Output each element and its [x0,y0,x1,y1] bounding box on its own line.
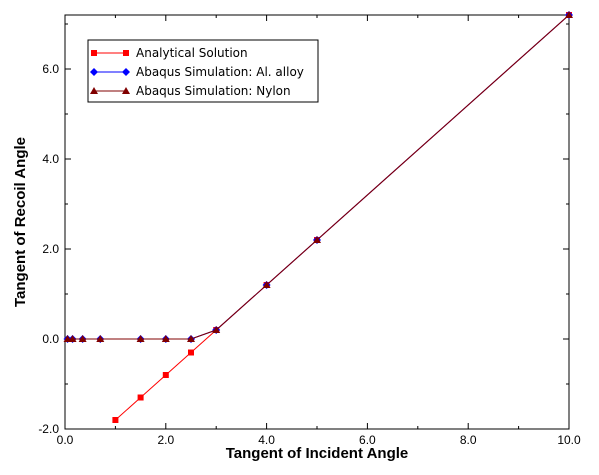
legend-item: Analytical Solution [91,46,248,60]
legend-label: Analytical Solution [136,46,248,60]
y-tick-label: -2.0 [38,422,59,436]
legend-marker [90,68,98,76]
legend-label: Abaqus Simulation: Nylon [136,84,291,98]
legend-item: Abaqus Simulation: Al. alloy [90,65,304,79]
x-tick-label: 6.0 [359,433,376,447]
data-point [161,335,170,342]
data-point [96,335,105,342]
data-point [112,417,119,423]
x-tick-label: 4.0 [258,433,275,447]
ticks: 0.0 2.0 4.0 6.0 8.0 10.0-2.00.02.04.06.0 [38,15,581,447]
data-point [63,335,72,342]
x-tick-label: 0.0 [57,433,74,447]
y-tick-label: 4.0 [42,152,59,166]
data-point [78,335,87,342]
y-tick-label: 0.0 [42,332,59,346]
y-axis-title: Tangent of Recoil Angle [12,137,29,307]
legend-label: Abaqus Simulation: Al. alloy [136,65,304,79]
data-point [187,335,195,342]
legend: Analytical Solution Abaqus Simulation: Al… [87,39,319,103]
series-3 [63,11,573,342]
data-point [212,326,221,333]
legend-marker [91,50,97,56]
y-tick-label: 6.0 [42,62,59,76]
data-point [565,11,573,18]
x-tick-label: 2.0 [157,433,174,447]
data-point [162,372,169,378]
data-point [68,335,77,342]
x-tick-label: 10.0 [557,433,581,447]
x-axis-title: Tangent of Incident Angle [226,445,409,462]
data-point [188,349,194,356]
legend-item: Abaqus Simulation: Nylon [90,84,291,98]
legend-marker [90,87,98,94]
data-point [313,236,321,243]
data-point [137,394,144,401]
legend-marker [122,68,130,76]
legend-marker [123,50,129,56]
series-layer [63,11,573,423]
data-point [262,281,271,288]
legend-marker [122,87,130,94]
y-tick-label: 2.0 [42,242,59,256]
x-tick-label: 8.0 [460,433,477,447]
data-point [136,335,145,342]
